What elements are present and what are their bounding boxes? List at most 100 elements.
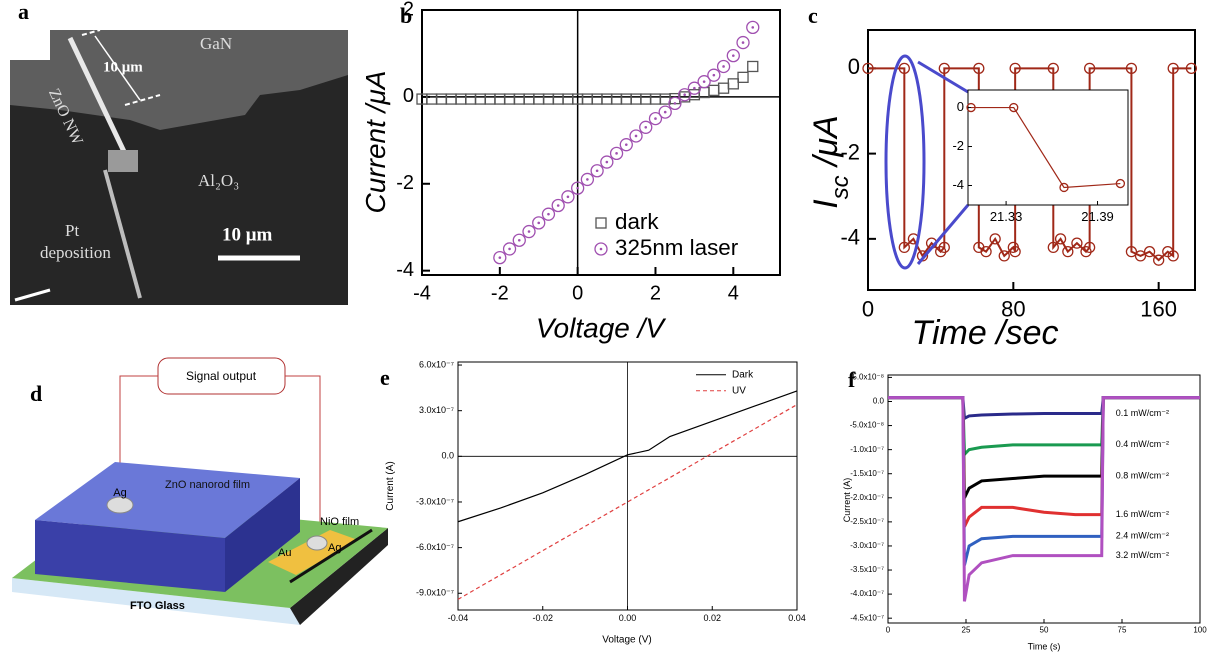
layer-label: Al₂O₃ bbox=[198, 171, 239, 190]
marker-ring bbox=[658, 105, 672, 119]
marker-ring bbox=[1115, 178, 1126, 189]
panel-label: f bbox=[848, 367, 856, 392]
y-tick-label: -2.5x10⁻⁷ bbox=[850, 517, 884, 526]
marker-ring bbox=[1167, 250, 1179, 262]
legend-label: Dark bbox=[732, 369, 754, 380]
marker-ring bbox=[541, 207, 556, 221]
marker bbox=[697, 75, 711, 89]
marker-ring bbox=[898, 241, 910, 254]
legend-label: dark bbox=[615, 209, 659, 234]
y-tick-label: -4.0x10⁻⁷ bbox=[850, 589, 884, 598]
marker-ring bbox=[1071, 237, 1083, 249]
marker-ring bbox=[502, 242, 517, 256]
marker-ring bbox=[1009, 245, 1021, 258]
marker-dot bbox=[517, 238, 521, 242]
x-axis-label: Voltage (V) bbox=[602, 635, 651, 646]
scale-label: 10 μm bbox=[222, 224, 273, 245]
ag-label: Ag bbox=[328, 542, 341, 554]
marker-ring bbox=[522, 224, 536, 239]
marker-ring bbox=[1185, 62, 1198, 75]
inset-frame bbox=[967, 89, 1129, 206]
highlight-ellipse bbox=[884, 54, 926, 270]
marker-dot bbox=[498, 256, 502, 259]
panel-d: d Signal output Ag ZnO nanorod film NiO … bbox=[12, 357, 388, 625]
marker-ring bbox=[989, 233, 1001, 245]
marker-ring bbox=[600, 155, 614, 169]
marker bbox=[938, 62, 950, 75]
y-tick-label: -2 bbox=[840, 139, 860, 164]
legend-label: 325nm laser bbox=[615, 235, 739, 260]
x-tick-label: 25 bbox=[962, 626, 971, 635]
marker-ring bbox=[726, 48, 740, 63]
marker bbox=[532, 216, 546, 230]
length-arrow bbox=[94, 35, 141, 101]
x-tick-label: 0.00 bbox=[619, 613, 637, 623]
marker bbox=[1125, 245, 1138, 258]
y-tick-label: -3.0x10⁻⁷ bbox=[416, 496, 454, 506]
marker-ring bbox=[678, 88, 692, 102]
y-tick-label: -4 bbox=[840, 225, 860, 250]
image-corner bbox=[10, 30, 50, 60]
marker-ring bbox=[1167, 62, 1179, 75]
x-tick-label: 160 bbox=[1140, 297, 1177, 322]
au-label: Au bbox=[278, 547, 291, 559]
marker bbox=[600, 155, 614, 169]
marker bbox=[989, 233, 1001, 245]
slab-front bbox=[12, 578, 300, 625]
marker-dot bbox=[547, 212, 550, 216]
marker bbox=[727, 78, 739, 90]
panel-label: b bbox=[400, 3, 412, 28]
y-tick-label: -3.0x10⁻⁷ bbox=[850, 541, 884, 550]
marker-ring bbox=[1009, 102, 1019, 113]
marker-ring bbox=[532, 216, 546, 230]
marker-ring bbox=[580, 172, 595, 187]
marker bbox=[1009, 102, 1019, 113]
marker-ring bbox=[1083, 241, 1096, 254]
x-tick-label: -0.04 bbox=[448, 613, 469, 623]
marker bbox=[1009, 245, 1021, 258]
marker bbox=[678, 88, 692, 102]
marker-ring bbox=[619, 138, 633, 152]
marker bbox=[1134, 250, 1147, 262]
series-label: 0.8 mW/cm⁻² bbox=[1116, 471, 1169, 481]
y-tick-label: -5.0x10⁻⁸ bbox=[850, 421, 884, 430]
marker-dot bbox=[741, 41, 745, 44]
marker-ring bbox=[1047, 241, 1059, 254]
pt-line bbox=[103, 169, 142, 299]
marker bbox=[595, 217, 607, 229]
marker-dot bbox=[599, 247, 603, 251]
x-tick-label: 50 bbox=[1040, 626, 1049, 635]
ag-label: Ag bbox=[113, 487, 126, 499]
marker bbox=[571, 181, 585, 195]
marker-line bbox=[124, 94, 161, 106]
marker-ring bbox=[898, 62, 910, 75]
y-axis-label-part: Current (A) bbox=[385, 461, 396, 510]
marker bbox=[737, 71, 749, 83]
marker-dot bbox=[595, 169, 599, 173]
marker-dot bbox=[605, 160, 609, 164]
marker bbox=[561, 190, 575, 204]
plot-frame bbox=[887, 374, 1201, 624]
y-axis-label: Isc /μA bbox=[807, 115, 854, 208]
marker-ring bbox=[629, 129, 643, 143]
marker-ring bbox=[998, 250, 1010, 262]
marker bbox=[1047, 241, 1059, 254]
marker-ring bbox=[687, 81, 702, 95]
x-tick-label: 0 bbox=[572, 282, 583, 304]
marker-ring bbox=[1153, 254, 1165, 266]
x-tick-label: 21.33 bbox=[990, 209, 1023, 224]
marker-ring bbox=[1125, 245, 1138, 258]
x-axis-label: Time /sec bbox=[911, 314, 1058, 352]
pt-contact bbox=[108, 150, 138, 172]
marker-dot bbox=[566, 195, 570, 199]
y-tick-label: -1.5x10⁻⁷ bbox=[850, 469, 884, 478]
marker bbox=[938, 241, 950, 254]
y-tick-label: 0 bbox=[403, 85, 414, 107]
x-tick-label: 0 bbox=[886, 626, 891, 635]
y-tick-label: 6.0x10⁻⁷ bbox=[419, 359, 454, 369]
slab-side bbox=[290, 528, 388, 625]
marker-ring bbox=[609, 146, 624, 161]
marker bbox=[1071, 237, 1083, 249]
marker bbox=[747, 60, 759, 73]
